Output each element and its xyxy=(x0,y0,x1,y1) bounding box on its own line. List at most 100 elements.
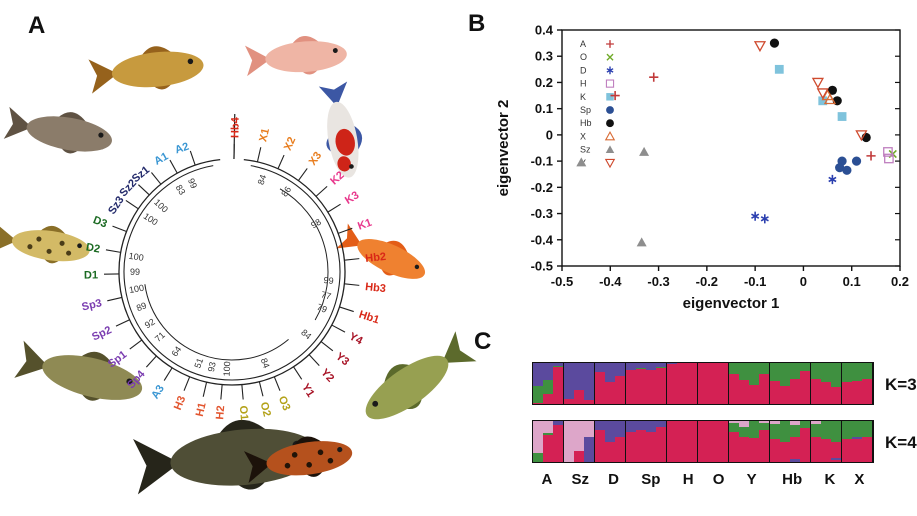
tree-tip xyxy=(125,199,139,210)
scatter-point xyxy=(751,211,760,221)
tree-tip xyxy=(308,354,320,366)
structure-segment xyxy=(533,385,543,403)
bootstrap-value: 100 xyxy=(152,197,170,215)
scatter-point xyxy=(835,163,845,173)
structure-segment xyxy=(770,421,780,425)
structure-bar xyxy=(687,363,697,404)
structure-segment xyxy=(574,390,584,404)
structure-segment xyxy=(718,421,728,462)
structure-bar xyxy=(790,421,800,462)
group-label-Hb: Hb xyxy=(782,471,803,488)
structure-bar xyxy=(677,363,687,404)
structure-segment xyxy=(595,363,605,373)
structure-bar xyxy=(656,421,666,462)
tree-tip xyxy=(107,296,123,302)
bootstrap-value: 71 xyxy=(153,330,167,344)
group-label-A: A xyxy=(541,471,553,488)
tree-tip xyxy=(339,306,354,313)
structure-bar xyxy=(553,363,563,404)
structure-row-k3: K=3 xyxy=(532,362,917,405)
leaf-label-H3: H3 xyxy=(172,394,188,412)
tree-tip xyxy=(344,283,360,286)
y-tick-label: 0.1 xyxy=(535,101,553,116)
structure-segment xyxy=(553,421,563,426)
structure-bar xyxy=(615,363,625,404)
scatter-point xyxy=(816,88,829,100)
tree-tip xyxy=(145,355,157,368)
structure-bar xyxy=(687,421,697,462)
leaf-label-Y3: Y3 xyxy=(333,351,351,369)
structure-segment xyxy=(656,367,666,404)
structure-segment xyxy=(698,363,708,404)
fish-body xyxy=(357,238,426,279)
structure-bar xyxy=(770,421,780,462)
structure-bar xyxy=(811,363,821,404)
structure-bar xyxy=(615,421,625,462)
structure-segment xyxy=(759,363,769,375)
structure-bar xyxy=(605,363,615,404)
structure-segment xyxy=(615,363,625,377)
structure-bar xyxy=(749,421,759,462)
scatter-point xyxy=(818,96,828,106)
structure-segment xyxy=(564,363,574,400)
structure-segment xyxy=(831,442,841,458)
structure-segment xyxy=(574,450,584,462)
fish-patch xyxy=(337,156,351,172)
structure-segment xyxy=(564,399,574,404)
scatter-point xyxy=(606,66,614,75)
scatter-point xyxy=(884,153,894,164)
structure-bar xyxy=(543,421,553,462)
scatter-point xyxy=(606,119,614,128)
structure-segment xyxy=(749,421,759,439)
structure-segment xyxy=(677,363,687,404)
structure-bar xyxy=(543,363,553,404)
tree-tip xyxy=(331,324,346,333)
structure-segment xyxy=(533,402,543,404)
group-label-Sz: Sz xyxy=(571,471,590,488)
structure-segment xyxy=(790,458,800,462)
leaf-label-A3: A3 xyxy=(149,383,167,401)
fish-eye xyxy=(98,132,104,138)
structure-segment xyxy=(821,381,831,404)
tree-tip xyxy=(327,203,341,213)
structure-bar xyxy=(842,363,852,404)
structure-segment xyxy=(759,430,769,462)
structure-bar xyxy=(749,363,759,404)
x-tick-label: -0.2 xyxy=(696,274,718,289)
structure-segment xyxy=(831,460,841,462)
structure-segment xyxy=(656,421,666,427)
fish-eye xyxy=(414,264,420,270)
structure-segment xyxy=(698,421,708,462)
structure-segment xyxy=(770,424,780,439)
structure-segment xyxy=(667,363,677,365)
fish-body xyxy=(365,355,449,420)
group-label-H: H xyxy=(682,471,694,488)
structure-bar xyxy=(790,363,800,404)
structure-bar xyxy=(729,421,739,462)
legend-label: H xyxy=(580,79,587,89)
fish-eye xyxy=(126,378,133,385)
legend-label: D xyxy=(580,65,587,75)
structure-bar xyxy=(800,363,810,404)
scatter-point xyxy=(851,156,862,166)
structure-segment xyxy=(739,363,749,381)
structure-segment xyxy=(842,421,852,440)
structure-segment xyxy=(667,364,677,404)
structure-group-X xyxy=(842,421,873,462)
scatter-point xyxy=(866,151,876,161)
structure-segment xyxy=(800,428,810,462)
fish-pink-fish xyxy=(244,36,347,77)
bootstrap-value: 79 xyxy=(315,302,328,315)
structure-segment xyxy=(780,385,790,404)
y-tick-label: 0.2 xyxy=(535,75,553,90)
structure-bar xyxy=(842,421,852,462)
legend-label: Hb xyxy=(580,118,592,128)
x-tick-label: -0.1 xyxy=(744,274,766,289)
structure-segment xyxy=(667,421,677,462)
structure-group-K xyxy=(811,421,842,462)
leaf-label-D1: D1 xyxy=(84,269,98,281)
structure-bar xyxy=(656,363,666,404)
structure-segment xyxy=(821,421,831,440)
tree-tip xyxy=(320,341,334,352)
scatter-point xyxy=(855,130,868,142)
